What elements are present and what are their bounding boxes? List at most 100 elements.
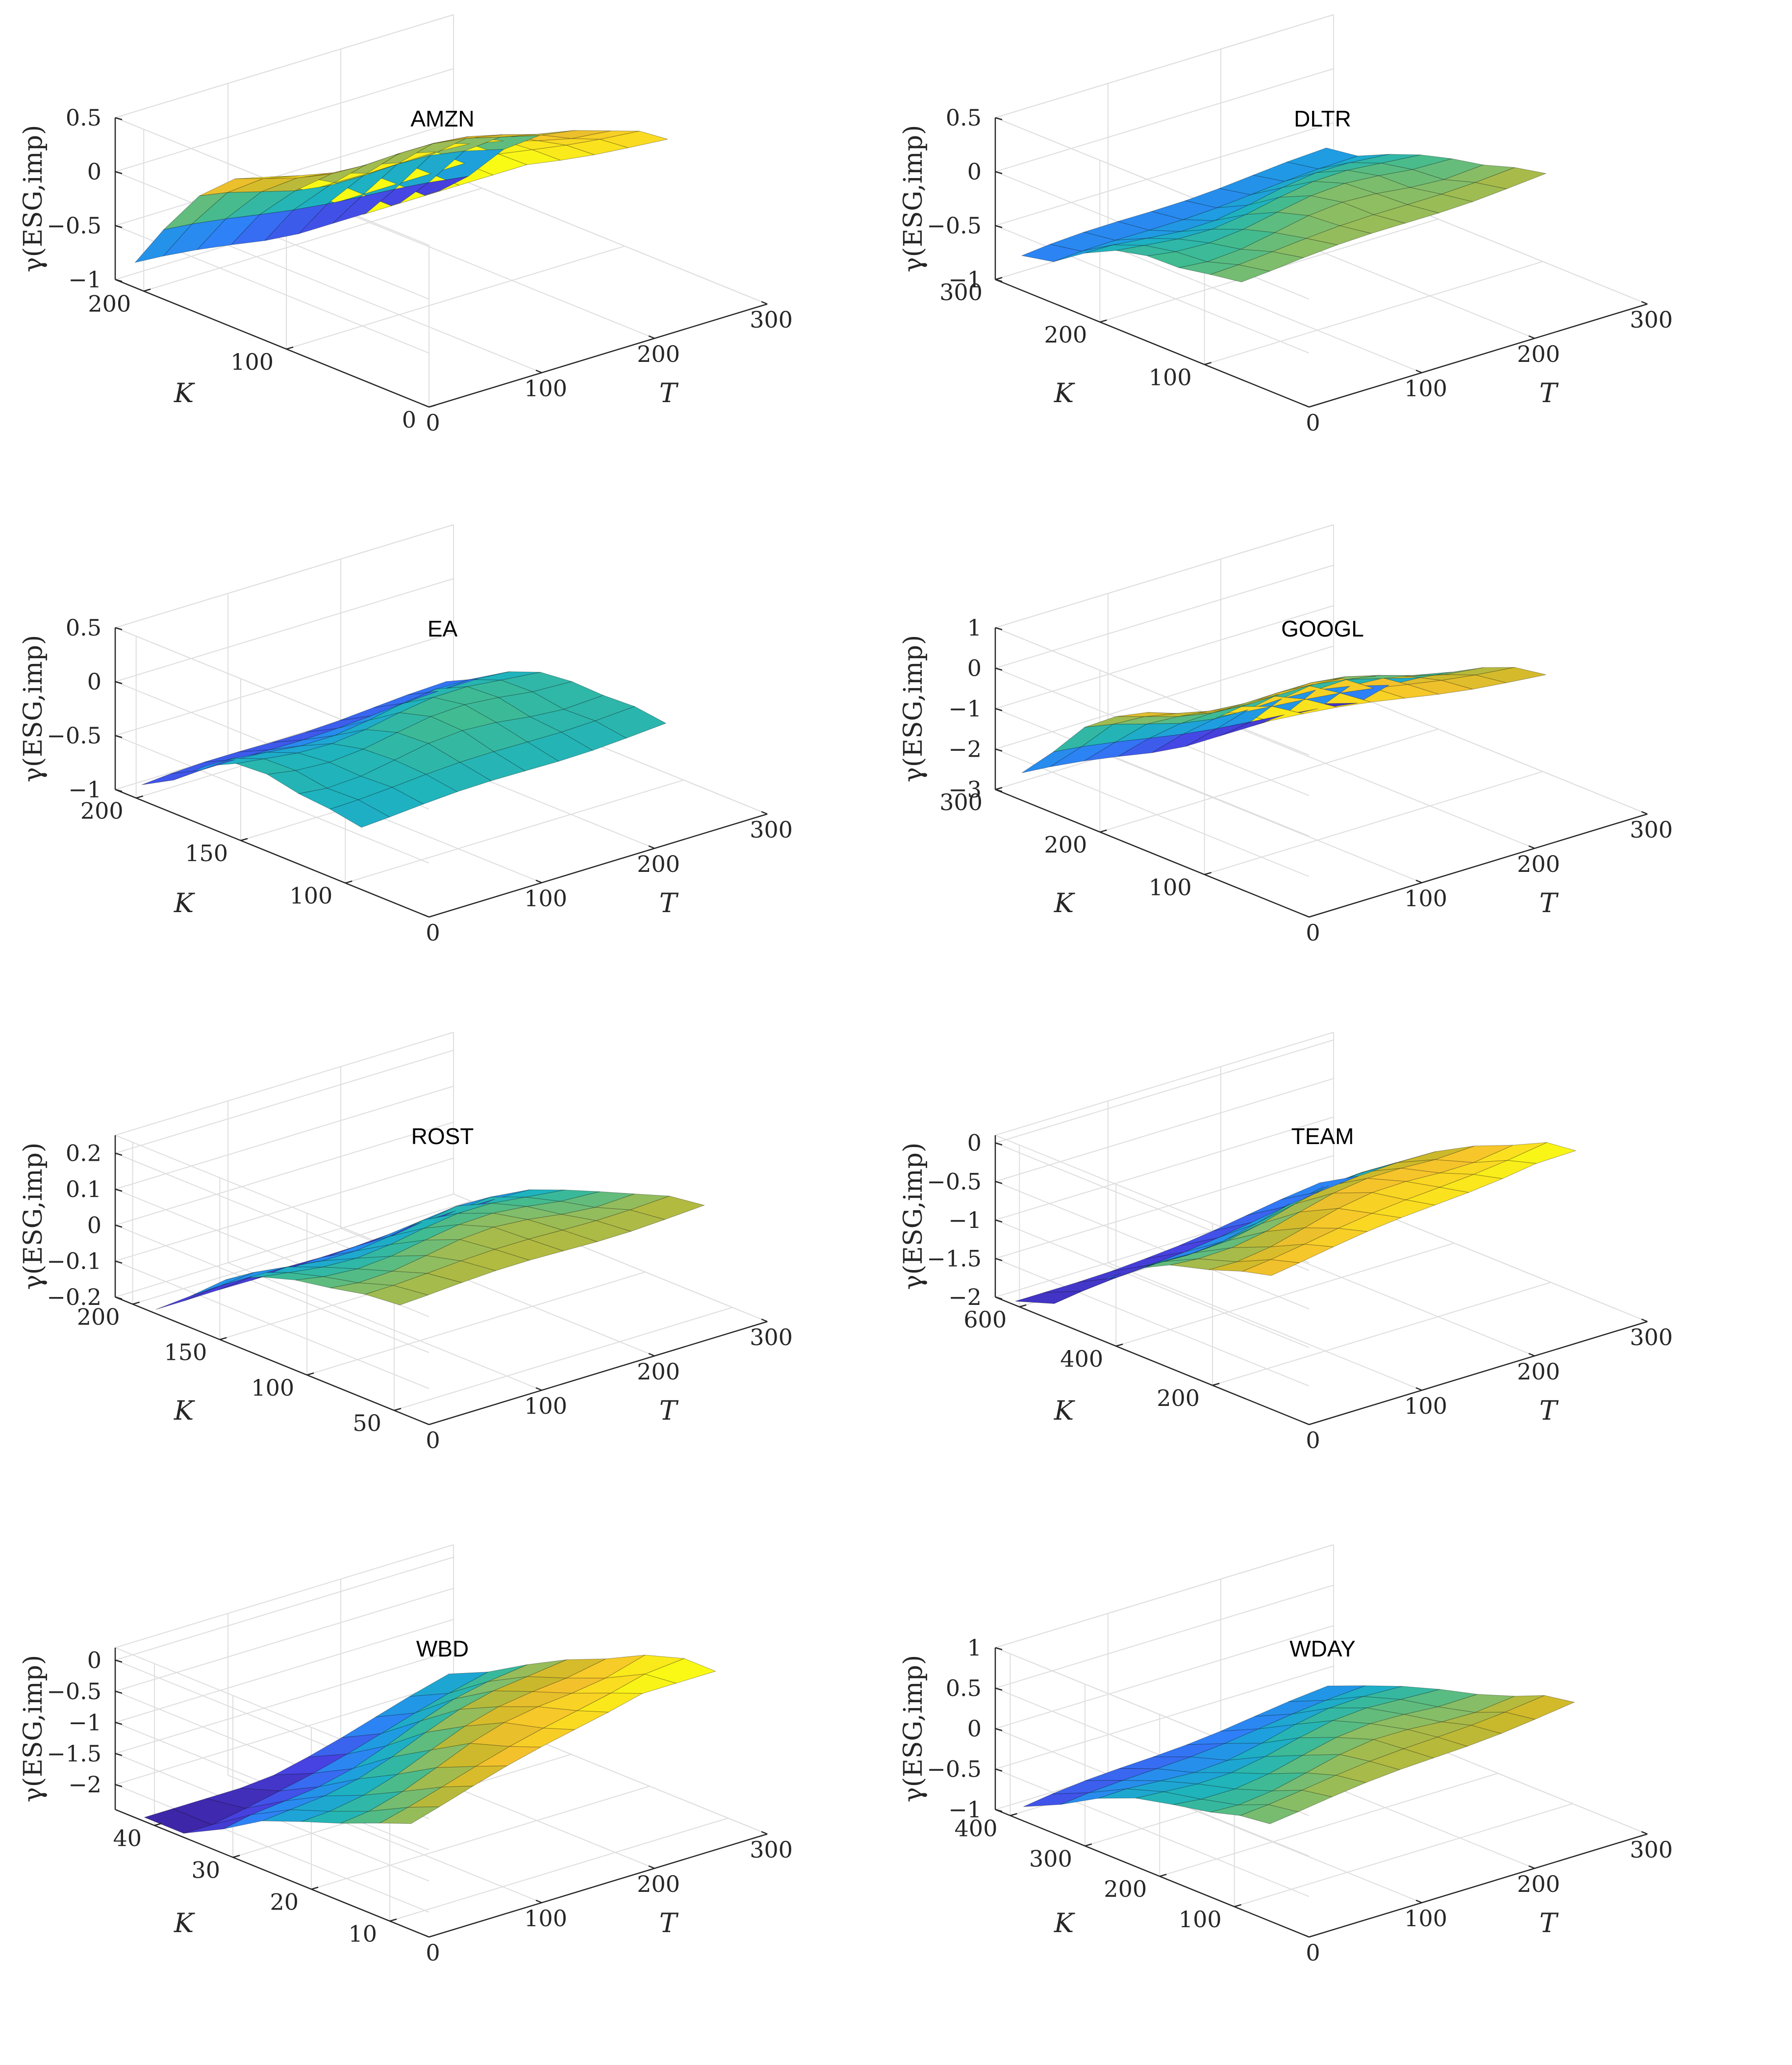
surface-patch <box>1185 721 1251 747</box>
z-tick-label: −0.5 <box>47 212 101 239</box>
z-tick <box>995 1647 1003 1651</box>
y-tick <box>394 1407 402 1411</box>
x-tick-label: 0 <box>1306 1427 1320 1453</box>
z-tick <box>995 171 1003 175</box>
grid-line <box>1204 771 1543 875</box>
grid-line <box>389 1817 729 1922</box>
x-tick-label: 200 <box>1517 1358 1560 1385</box>
x-tick <box>1641 1318 1648 1323</box>
surface-patch <box>1050 741 1115 767</box>
y-tick-label: 100 <box>1149 364 1192 390</box>
y-tick <box>219 1337 227 1340</box>
surface-patch <box>162 218 227 256</box>
chart-panel-wday: 0 100 200 300 100 200 300 400−1 −0.5 0 0.5 1 T Kγ(ESG… <box>899 1544 1673 1966</box>
surface-patch <box>1015 1291 1083 1304</box>
y-axis-label: K <box>174 1908 195 1938</box>
ticker-label: AMZN <box>410 106 474 131</box>
grid-line <box>132 1200 471 1305</box>
grid-line <box>115 578 454 682</box>
x-tick <box>535 369 542 374</box>
z-tick-label: −1 <box>948 1207 982 1233</box>
y-tick-label: 100 <box>1149 874 1192 900</box>
y-axis-label: K <box>1054 1908 1075 1938</box>
z-tick-label: 0.5 <box>946 1675 982 1702</box>
y-axis-line <box>115 1809 429 1938</box>
grid-line <box>306 1271 646 1376</box>
box-edge <box>995 524 1334 628</box>
y-tick-label: 100 <box>290 883 333 909</box>
y-tick-label: 300 <box>939 279 983 306</box>
z-tick-label: 0 <box>87 1647 101 1673</box>
z-tick <box>115 735 123 739</box>
y-tick <box>1085 1843 1092 1847</box>
box-edge <box>115 1544 454 1648</box>
z-tick-label: −2 <box>948 1284 982 1310</box>
y-tick-label: 200 <box>1157 1385 1200 1411</box>
box-edge <box>115 524 454 628</box>
grid-line <box>115 1556 454 1661</box>
grid-line <box>115 68 454 172</box>
surface-patch <box>163 192 228 230</box>
grid-line <box>995 122 1334 226</box>
grid-line <box>1115 1243 1455 1347</box>
grid-line <box>115 1784 429 1913</box>
x-tick-label: 300 <box>1630 816 1673 843</box>
surface-patch <box>232 752 298 759</box>
z-tick-label: 0.1 <box>66 1176 101 1202</box>
x-tick <box>535 1899 542 1904</box>
surface-patch <box>290 1795 364 1812</box>
x-tick-label: 0 <box>1306 409 1320 436</box>
z-axis-label: γ(ESG,imp) <box>19 125 48 273</box>
surface-patch <box>1404 1706 1475 1722</box>
surface-patch <box>1083 221 1150 241</box>
surface-patch <box>435 1743 510 1768</box>
z-tick <box>995 1296 1003 1300</box>
z-tick <box>995 117 1003 121</box>
grid-line <box>995 1584 1334 1689</box>
z-tick <box>115 279 123 282</box>
grid-line <box>1220 720 1535 849</box>
surface-patch <box>459 751 526 781</box>
y-tick <box>306 1372 314 1376</box>
x-axis-line <box>429 1833 768 1938</box>
y-tick-label: 200 <box>88 291 131 317</box>
chart-panel-rost: 010020030050100150200−0.2−0.100.10.2TKγ(… <box>19 1032 793 1453</box>
y-tick-label: 200 <box>1104 1876 1147 1902</box>
surface-patch <box>1218 175 1286 195</box>
x-tick <box>761 1831 768 1835</box>
x-tick-label: 200 <box>1517 1871 1560 1897</box>
z-axis-label: γ(ESG,imp) <box>899 635 928 783</box>
z-tick <box>115 1722 123 1725</box>
surface-patch <box>430 1722 505 1751</box>
x-tick-label: 0 <box>1306 919 1320 946</box>
ticker-label: GOOGL <box>1281 616 1364 641</box>
y-tick-label: 20 <box>270 1889 299 1915</box>
grid-line <box>115 1619 454 1723</box>
x-tick-label: 100 <box>524 885 567 912</box>
surface-patch <box>1301 1775 1367 1797</box>
chart-panel-team: 0 100 200 300 200 400 600−2 −1.5 −1 −0.5 0 T Kγ(ESG,… <box>899 1032 1673 1453</box>
surface-patch <box>432 134 502 144</box>
surface-patch <box>225 190 296 220</box>
y-tick <box>1115 1343 1123 1347</box>
ticker-label: WDAY <box>1289 1636 1356 1661</box>
y-tick <box>1159 1873 1167 1877</box>
x-tick-label: 300 <box>1630 306 1673 333</box>
z-tick <box>115 681 123 685</box>
z-tick <box>115 171 123 175</box>
surface-patch <box>223 1809 291 1830</box>
z-tick <box>995 1809 1003 1812</box>
x-axis-line <box>1309 813 1648 918</box>
surface-patch <box>1150 200 1218 220</box>
surface-patch <box>1246 1191 1319 1216</box>
z-tick <box>115 1188 123 1192</box>
z-tick-label: 0 <box>87 158 101 185</box>
surface-patch <box>1216 698 1282 729</box>
y-tick <box>1204 872 1212 875</box>
surface-patch <box>1023 1792 1089 1807</box>
surface-patch <box>1183 709 1248 735</box>
z-tick-label: 0 <box>967 158 982 185</box>
grid-line <box>1108 755 1422 883</box>
surface-patch <box>1411 158 1485 180</box>
